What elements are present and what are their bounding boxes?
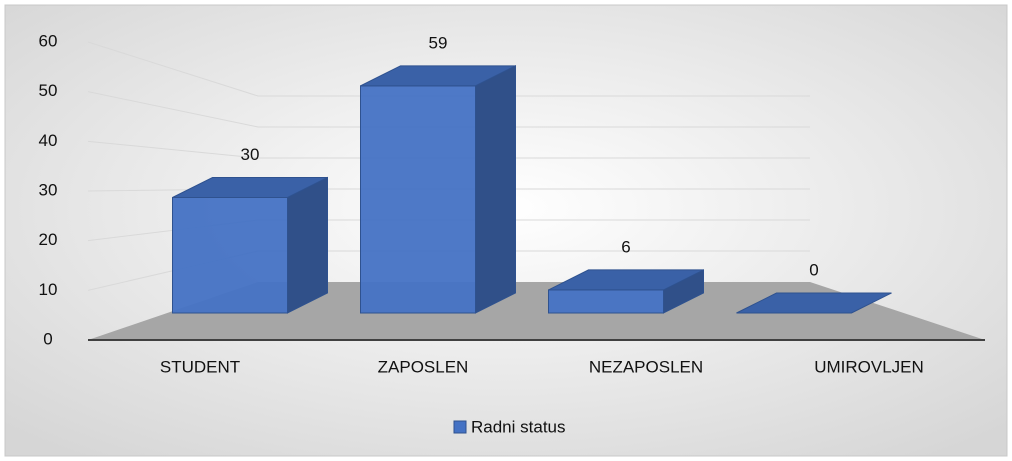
grid-line [87,140,810,159]
y-tick-label: 50 [39,81,58,100]
bar-top [360,65,516,87]
y-tick-label: 40 [39,131,58,150]
x-tick-label: UMIROVLJEN [814,357,924,376]
bar [360,85,476,314]
y-tick-label: 30 [39,180,58,199]
bar-top [736,292,892,314]
data-label: 0 [809,260,818,279]
data-label: 6 [621,237,630,256]
y-tick-label: 10 [39,280,58,299]
bar-side [475,65,516,314]
legend-label: Radni status [471,417,566,436]
bar [172,197,288,314]
y-tick-label: 20 [39,230,58,249]
legend-swatch [453,420,467,434]
y-tick-label: 60 [39,31,58,50]
bar-top [548,269,704,291]
y-tick-label: 0 [43,329,52,348]
bar-top [172,177,328,198]
data-label: 30 [241,145,260,164]
x-tick-label: NEZAPOSLEN [589,357,703,376]
data-label: 59 [429,33,448,52]
grid-line [87,41,810,97]
grid-line [87,91,810,128]
bar [548,289,664,314]
x-tick-label: ZAPOSLEN [378,357,469,376]
x-tick-label: STUDENT [160,357,240,376]
bar-side [287,176,328,314]
